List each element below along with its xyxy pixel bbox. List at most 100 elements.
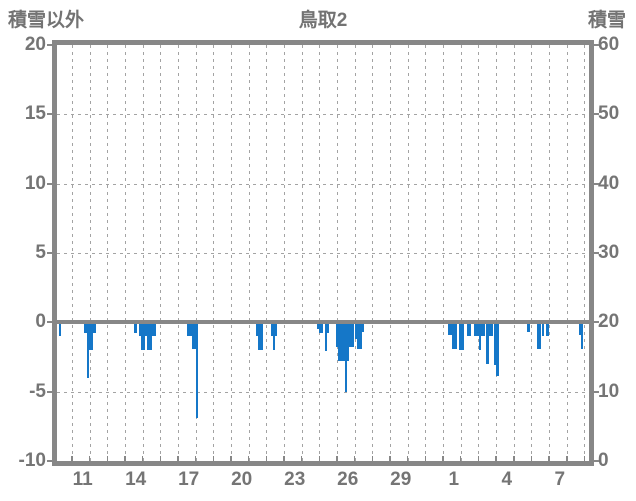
bar [342,322,345,362]
x-axis-tick [141,456,144,461]
x-axis-tick [318,456,321,461]
bar [187,322,190,337]
right-axis-tick [594,460,599,462]
x-axis-tick-label: 4 [501,469,513,490]
bar [354,322,358,339]
right-axis-tick [594,113,599,116]
bar [466,322,470,337]
bar [149,322,152,351]
bar [474,322,477,337]
plot-area [52,40,594,466]
bar [486,322,489,364]
x-axis-tick-label: 26 [337,469,359,490]
horizontal-gridline [57,391,589,393]
bar [346,322,350,362]
bar [270,322,273,337]
bar [344,322,347,392]
bar [527,322,530,333]
left-axis-tick-label: 0 [35,311,46,333]
right-axis-tick [594,390,599,393]
bar [275,322,278,337]
x-axis-tick [177,456,179,461]
bar [324,322,327,352]
bar [491,322,494,337]
x-axis-tick [88,456,91,461]
x-axis-tick [283,456,285,461]
x-axis-tick [371,456,374,461]
right-axis-tick-label: 60 [598,34,620,55]
bar [536,322,540,349]
bar [359,322,362,349]
bar [361,322,364,333]
right-axis-tick-label: 20 [598,311,620,333]
bar [191,322,195,349]
horizontal-gridline [57,183,589,185]
horizontal-gridline [57,253,589,254]
right-axis-tick-label: 0 [598,450,609,471]
left-axis-tick-label: 15 [24,103,46,125]
left-axis-tick-label: -10 [18,450,46,471]
bar [273,322,276,351]
bar [476,322,479,337]
left-axis-title: 積雪以外 [8,10,85,31]
bar [195,322,199,418]
bar [151,322,155,337]
x-axis-tick [406,456,409,461]
x-axis-tick [300,456,303,461]
bar [349,322,352,348]
bar [340,322,343,362]
x-axis-tick [442,456,444,461]
x-axis-tick [459,456,462,461]
right-axis-tick-label: 50 [598,103,620,125]
bar [546,322,549,337]
x-axis-tick [424,456,427,461]
bar [91,322,94,351]
left-axis-tick [47,113,52,116]
bar [145,322,148,337]
bar [193,322,197,349]
bar [93,322,96,334]
bar [478,322,482,351]
bar [488,322,492,337]
x-axis-tick-label: 29 [390,469,412,490]
bar [154,322,157,337]
left-axis-tick [47,321,52,324]
bar [260,322,263,351]
bar [469,322,472,337]
x-axis-tick [513,456,515,461]
left-axis-tick [47,182,52,185]
x-axis-tick [265,456,268,461]
right-axis-tick [594,182,599,185]
horizontal-gridline [57,114,589,116]
bar [316,322,319,330]
x-axis-tick [247,456,250,461]
x-axis-tick-label: 20 [231,469,253,490]
bar [450,322,453,335]
x-axis-tick [353,456,356,461]
x-axis-tick [230,456,232,461]
x-axis-tick [159,456,162,461]
bar [578,322,581,335]
bar [335,322,339,348]
left-axis-tick-label: 10 [24,172,46,194]
right-axis-tick-label: 30 [598,242,620,263]
bar [84,322,87,334]
x-axis-tick [566,456,568,461]
bar [88,322,92,351]
x-axis-tick [124,456,126,461]
bar [483,322,486,337]
x-axis-tick-label: 14 [125,469,147,490]
bar [321,322,324,334]
chart-title: 鳥取2 [298,10,348,31]
bar [351,322,354,348]
left-axis-tick [47,252,52,254]
bar [459,322,462,351]
bar [58,322,62,337]
x-axis-tick-label: 23 [284,469,306,490]
x-axis-tick [194,456,197,461]
bar [496,322,499,377]
left-axis-tick-label: 5 [35,242,46,263]
right-axis-tick-label: 40 [598,172,620,194]
bar [326,322,330,334]
x-axis-tick [530,456,533,461]
